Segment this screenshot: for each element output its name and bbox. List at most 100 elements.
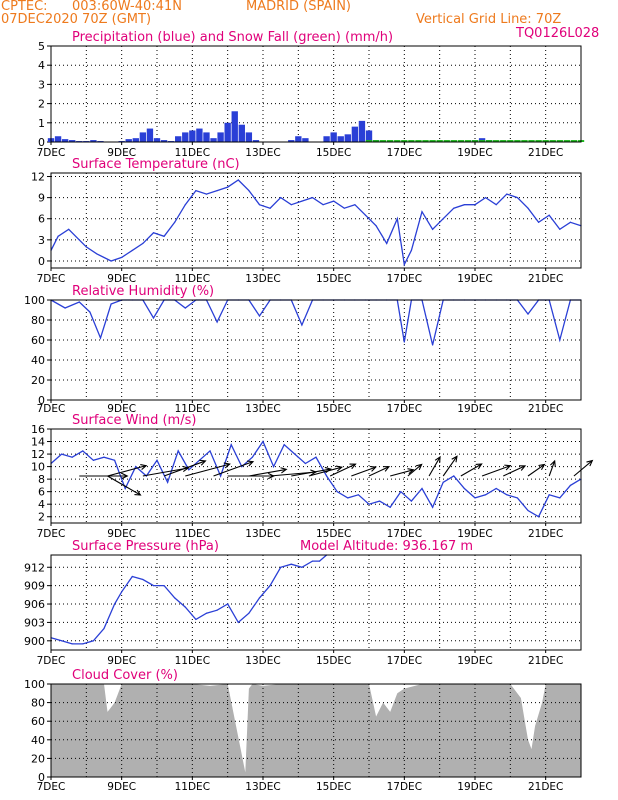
x-tick-label: 9DEC xyxy=(107,403,136,415)
y-tick-label: 0 xyxy=(38,255,45,268)
y-tick-label: 4 xyxy=(38,498,45,511)
y-tick-label: 40 xyxy=(31,734,45,747)
wind-arrow xyxy=(185,462,231,477)
wind-arrow xyxy=(573,459,594,477)
wind-arrow xyxy=(481,464,512,477)
data-point xyxy=(205,612,208,614)
panel-title: Cloud Cover (%) xyxy=(72,668,178,683)
x-tick-label: 7DEC xyxy=(37,655,66,667)
precip-bar xyxy=(337,136,344,142)
data-point xyxy=(78,301,80,303)
wind-arrow-shaft xyxy=(368,466,390,477)
snow-bar xyxy=(372,140,380,142)
x-tick-label: 11DEC xyxy=(175,528,210,540)
snow-bar xyxy=(415,140,422,142)
data-point xyxy=(559,228,561,230)
data-point xyxy=(354,204,356,206)
snow-bar xyxy=(394,140,401,142)
data-point xyxy=(131,249,133,252)
wind-arrow xyxy=(213,460,255,477)
wind-arrow-shaft xyxy=(481,465,511,477)
y-tick-label: 0 xyxy=(38,771,45,784)
y-tick-label: 6 xyxy=(38,486,45,499)
data-point xyxy=(152,585,155,587)
wind-arrow xyxy=(142,465,190,477)
panel-title: Surface Temperature (nC) xyxy=(72,157,240,172)
panel-5: Surface Pressure (hPa) 900 903 906 909 912 7DE… xyxy=(24,539,582,667)
data-point xyxy=(527,509,529,512)
data-point xyxy=(110,303,112,305)
x-tick-label: 7DEC xyxy=(37,528,66,540)
x-tick-label: 21DEC xyxy=(528,403,563,415)
data-point xyxy=(400,491,402,493)
snow-bar xyxy=(542,140,549,142)
data-point xyxy=(453,475,455,477)
precip-bar xyxy=(231,111,238,142)
data-point xyxy=(403,263,405,266)
data-point xyxy=(322,204,324,206)
snow-bar xyxy=(379,140,387,142)
data-point xyxy=(195,189,197,192)
data-point xyxy=(343,207,345,209)
x-tick-label: 9DEC xyxy=(107,273,136,285)
data-point xyxy=(114,459,116,461)
data-point xyxy=(559,339,561,341)
data-point xyxy=(294,453,296,455)
precip-bar xyxy=(217,132,224,142)
data-point xyxy=(142,242,144,244)
data-point xyxy=(506,494,508,496)
wind-arrow-head xyxy=(369,465,377,472)
wind-arrow-shaft xyxy=(291,468,331,477)
data-point xyxy=(205,193,208,195)
data-point xyxy=(78,239,80,241)
data-point xyxy=(258,315,261,317)
data-point xyxy=(64,307,66,309)
x-tick-label: 11DEC xyxy=(175,781,210,793)
data-point xyxy=(283,444,285,446)
data-point xyxy=(474,204,476,206)
data-point xyxy=(410,500,412,502)
snow-bar xyxy=(570,140,578,142)
snow-bar xyxy=(485,140,493,142)
y-tick-label: 5 xyxy=(38,40,45,53)
wind-arrow xyxy=(460,463,483,477)
data-point xyxy=(163,585,165,587)
snow-bar xyxy=(401,140,408,142)
wind-arrow-head xyxy=(519,465,527,471)
x-tick-label: 9DEC xyxy=(107,147,136,159)
data-point xyxy=(110,260,112,262)
precip-bar xyxy=(295,136,302,142)
data-point xyxy=(389,506,391,508)
wind-arrow xyxy=(308,465,343,477)
wind-arrow-shaft xyxy=(428,456,441,477)
y-tick-label: 16 xyxy=(31,423,45,436)
wind-arrow-head xyxy=(246,460,255,467)
wind-arrow xyxy=(390,468,415,477)
precip-bar xyxy=(245,132,253,142)
data-point xyxy=(280,197,282,199)
panel-frame xyxy=(50,299,582,401)
data-point xyxy=(386,242,388,244)
wind-arrow xyxy=(442,455,458,477)
x-tick-label: 7DEC xyxy=(37,403,66,415)
data-point xyxy=(209,450,211,452)
wind-arrow-shaft xyxy=(248,468,287,477)
data-point xyxy=(163,235,165,237)
data-point xyxy=(216,321,218,323)
snow-bar xyxy=(556,140,563,142)
y-tick-label: 80 xyxy=(31,314,45,327)
wind-arrow-shaft xyxy=(442,456,458,477)
precip-bar xyxy=(224,122,231,142)
wind-arrow-shaft xyxy=(390,469,414,477)
y-tick-label: 9 xyxy=(38,192,45,205)
data-point xyxy=(442,218,444,220)
y-tick-label: 3 xyxy=(38,78,45,91)
data-point xyxy=(396,218,398,220)
y-tick-label: 900 xyxy=(24,635,45,648)
x-tick-label: 13DEC xyxy=(245,273,280,285)
x-tick-label: 9DEC xyxy=(107,528,136,540)
panel-title: Relative Humidity (%) xyxy=(72,284,214,299)
data-point xyxy=(152,317,155,319)
y-tick-label: 4 xyxy=(38,59,45,72)
panel-frame xyxy=(50,172,582,269)
